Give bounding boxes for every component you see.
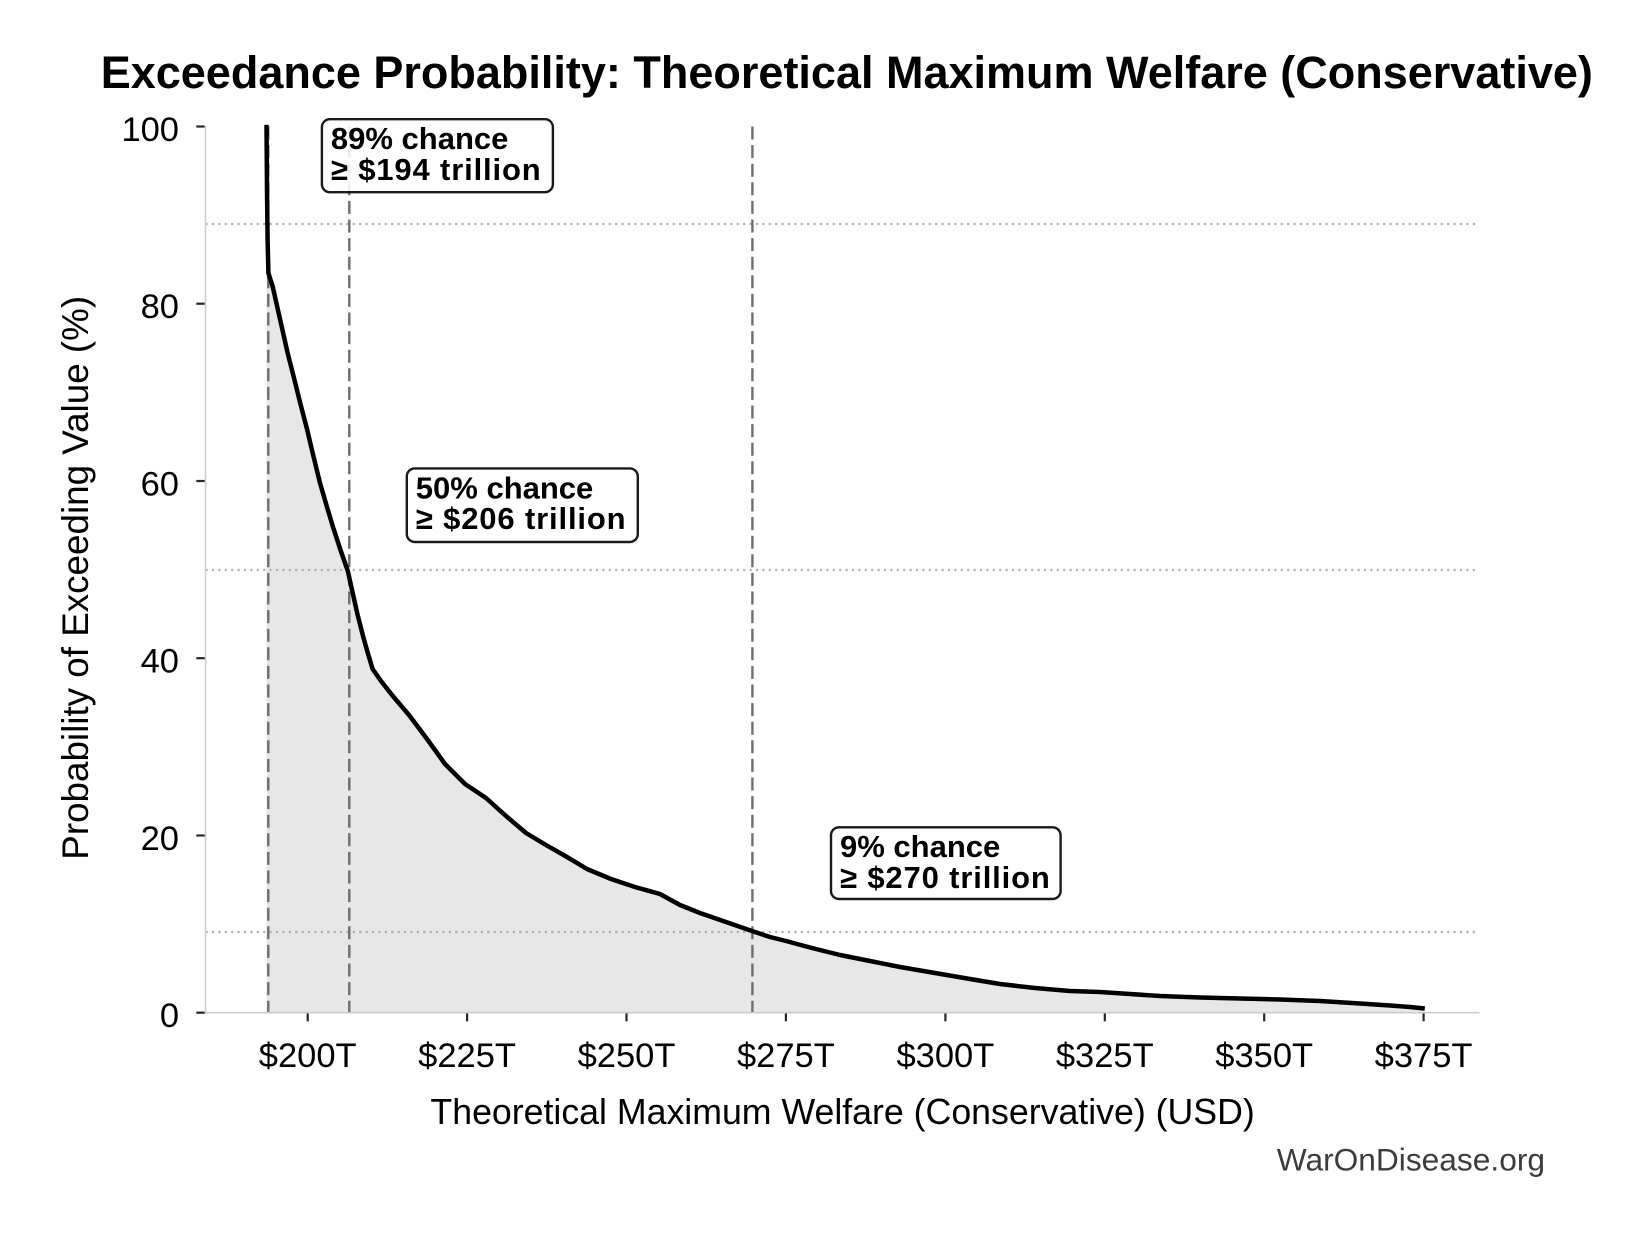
svg-text:Probability of Exceeding Value: Probability of Exceeding Value (%) (55, 296, 96, 860)
svg-text:80: 80 (141, 288, 179, 326)
svg-text:89% chance: 89% chance (331, 121, 509, 156)
svg-text:$350T: $350T (1215, 1037, 1313, 1075)
svg-text:100: 100 (121, 111, 179, 149)
svg-text:Theoretical Maximum Welfare (C: Theoretical Maximum Welfare (Conservativ… (430, 1092, 1254, 1132)
svg-text:$225T: $225T (418, 1037, 516, 1075)
svg-text:60: 60 (141, 466, 179, 504)
svg-text:9% chance: 9% chance (840, 829, 1000, 864)
svg-text:0: 0 (160, 997, 179, 1035)
svg-text:$325T: $325T (1056, 1037, 1154, 1075)
svg-text:$275T: $275T (737, 1037, 835, 1075)
svg-text:40: 40 (141, 643, 179, 681)
svg-text:≥ $206 trillion: ≥ $206 trillion (416, 501, 627, 536)
svg-text:20: 20 (141, 820, 179, 858)
svg-text:50% chance: 50% chance (416, 470, 594, 505)
svg-text:$250T: $250T (578, 1037, 676, 1075)
svg-text:$375T: $375T (1375, 1037, 1473, 1075)
svg-text:Exceedance Probability: Theore: Exceedance Probability: Theoretical Maxi… (101, 47, 1593, 98)
svg-text:WarOnDisease.org: WarOnDisease.org (1277, 1142, 1545, 1178)
svg-text:$200T: $200T (259, 1037, 357, 1075)
svg-text:≥ $270 trillion: ≥ $270 trillion (840, 860, 1051, 895)
svg-text:$300T: $300T (896, 1037, 994, 1075)
svg-text:≥ $194 trillion: ≥ $194 trillion (331, 152, 542, 187)
